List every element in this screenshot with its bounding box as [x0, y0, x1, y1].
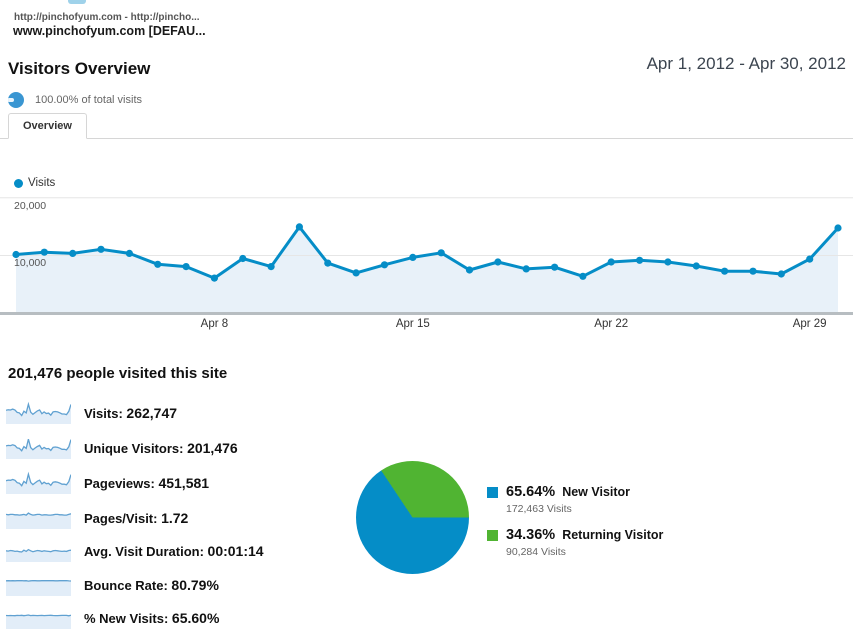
pages-per-visit-sparkline [6, 512, 71, 529]
new-visitor-pct: 65.64% [506, 484, 556, 500]
visits-legend-dot-icon [14, 178, 23, 188]
ytick-20000: 20,000 [14, 200, 47, 212]
visits-sparkline [6, 401, 71, 424]
data-point[interactable] [12, 250, 20, 259]
visits-legend-label: Visits [28, 177, 56, 189]
data-point[interactable] [409, 253, 417, 261]
pct-new-visits-sparkline [6, 614, 71, 629]
data-point[interactable] [636, 256, 644, 264]
metric-row-bounce-rate[interactable]: Bounce Rate: 80.79% [6, 573, 219, 596]
data-point[interactable] [295, 223, 303, 231]
tab-bar: Overview [0, 113, 853, 139]
new-visitor-swatch-icon [487, 486, 498, 498]
data-point[interactable] [154, 260, 162, 268]
account-url-line: http://pinchofyum.com - http://pincho... [14, 12, 200, 23]
segment-label: 100.00% of total visits [35, 94, 143, 106]
logo-fragment-icon [68, 0, 86, 4]
segment-pie-icon [8, 92, 24, 108]
visits-line-chart[interactable] [0, 197, 853, 316]
new-visitor-label: New Visitor [562, 485, 631, 499]
metric-value: 80.79% [171, 576, 219, 593]
data-point[interactable] [607, 258, 615, 266]
chart-legend-visits[interactable]: Visits [14, 177, 55, 189]
x-axis-baseline [0, 312, 853, 315]
returning-visitor-label: Returning Visitor [562, 528, 664, 542]
visits-data-points[interactable] [12, 223, 842, 282]
new-visitor-visits: 172,463 Visits [506, 503, 572, 515]
data-point[interactable] [551, 263, 559, 271]
new-vs-returning-pie-chart[interactable] [356, 461, 469, 574]
data-point[interactable] [494, 258, 502, 266]
profile-selector[interactable]: www.pinchofyum.com [DEFAU... [13, 24, 206, 38]
metric-value: 451,581 [158, 474, 210, 491]
data-point[interactable] [721, 267, 729, 275]
metric-value: 201,476 [187, 439, 238, 456]
metric-label: Pages/Visit: [84, 510, 158, 526]
metric-label: Avg. Visit Duration: [84, 543, 204, 559]
page-title: Visitors Overview [8, 59, 151, 78]
data-point[interactable] [692, 262, 700, 270]
bounce-rate-sparkline [6, 579, 71, 596]
data-point[interactable] [834, 224, 842, 232]
metric-label: Unique Visitors: [84, 440, 184, 456]
metric-value: 65.60% [171, 609, 220, 626]
metric-row-pageviews[interactable]: Pageviews: 451,581 [6, 471, 209, 494]
avg-visit-duration-sparkline [6, 548, 71, 562]
data-point[interactable] [522, 265, 530, 273]
x-axis-label: Apr 22 [594, 318, 629, 330]
data-point[interactable] [380, 261, 389, 269]
data-point[interactable] [777, 270, 785, 278]
metric-label: Visits: [84, 405, 123, 421]
data-point[interactable] [97, 245, 105, 253]
ytick-10000: 10,000 [14, 257, 47, 269]
date-range-selector[interactable]: Apr 1, 2012 - Apr 30, 2012 [646, 54, 846, 73]
returning-visitor-pct: 34.36% [506, 527, 556, 543]
data-point[interactable] [749, 267, 757, 275]
data-point[interactable] [579, 272, 587, 280]
visits-area-fill [16, 226, 838, 312]
returning-visitor-visits: 90,284 Visits [506, 546, 566, 558]
metric-row-unique-visitors[interactable]: Unique Visitors: 201,476 [6, 436, 238, 459]
visitors-summary-heading: 201,476 people visited this site [8, 365, 228, 382]
metric-label: Bounce Rate: [84, 577, 168, 593]
data-point[interactable] [352, 269, 360, 277]
metric-value: 1.72 [161, 509, 189, 526]
data-point[interactable] [267, 263, 275, 271]
segment-all-visits[interactable]: 100.00% of total visits [8, 91, 142, 109]
data-point[interactable] [239, 254, 247, 263]
unique-visitors-sparkline [6, 439, 71, 459]
pageviews-sparkline [6, 471, 71, 494]
x-axis-label: Apr 29 [792, 318, 827, 330]
data-point[interactable] [125, 249, 133, 257]
gridlines [0, 197, 853, 256]
metric-row-pct-new-visits[interactable]: % New Visits: 65.60% [6, 606, 219, 629]
pie-legend-new-visitor[interactable]: 65.64% New Visitor 172,463 Visits [487, 484, 630, 515]
metric-label: Pageviews: [84, 475, 155, 491]
metric-row-pages-per-visit[interactable]: Pages/Visit: 1.72 [6, 506, 188, 529]
tab-overview[interactable]: Overview [8, 113, 87, 139]
data-point[interactable] [664, 258, 672, 266]
data-point[interactable] [69, 249, 77, 257]
returning-visitor-swatch-icon [487, 529, 498, 541]
x-axis-label: Apr 8 [200, 318, 229, 330]
visits-line [14, 225, 840, 280]
data-point[interactable] [324, 259, 332, 267]
metric-row-avg-visit-duration[interactable]: Avg. Visit Duration: 00:01:14 [6, 539, 264, 562]
metric-value: 262,747 [126, 404, 178, 421]
data-point[interactable] [210, 274, 218, 282]
data-point[interactable] [182, 263, 190, 271]
data-point[interactable] [40, 248, 48, 256]
metric-row-visits[interactable]: Visits: 262,747 [6, 401, 177, 424]
metric-label: % New Visits: [84, 610, 169, 626]
data-point[interactable] [437, 249, 445, 257]
pie-legend-returning-visitor[interactable]: 34.36% Returning Visitor 90,284 Visits [487, 527, 663, 558]
data-point[interactable] [465, 266, 474, 274]
x-axis-label: Apr 15 [395, 318, 430, 330]
data-point[interactable] [806, 255, 814, 263]
metric-value: 00:01:14 [207, 542, 264, 559]
